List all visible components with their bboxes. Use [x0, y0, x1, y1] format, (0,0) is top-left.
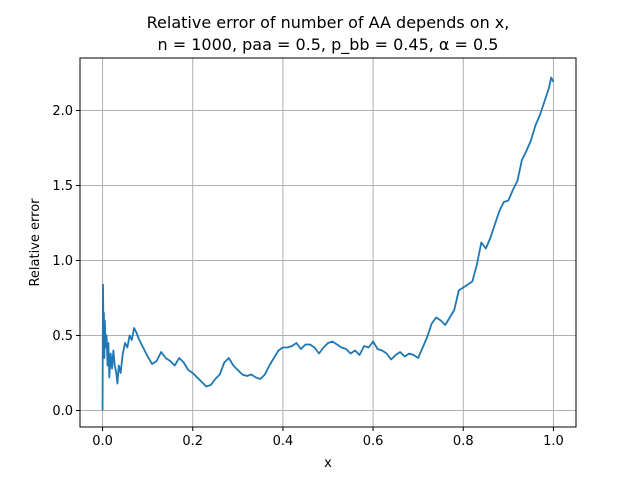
x-tick-label: 0.4 [273, 434, 294, 449]
x-tick-label: 0.0 [92, 434, 113, 449]
axis-ticks: 0.0 0.2 0.4 0.6 0.8 1.0 0.0 0.5 1.0 1.5 2.0 [52, 104, 563, 449]
x-tick-label: 0.6 [363, 434, 384, 449]
grid-lines [80, 58, 576, 427]
x-tick-label: 0.2 [182, 434, 203, 449]
chart-title-line-1: Relative error of number of AA depends o… [147, 13, 510, 32]
x-tick-label: 1.0 [543, 434, 564, 449]
series-line [101, 76, 555, 411]
x-axis-label: x [324, 456, 332, 471]
y-tick-label: 0.5 [52, 329, 73, 344]
x-tick-label: 0.8 [453, 434, 474, 449]
chart-title-line-2: n = 1000, paa = 0.5, p_bb = 0.45, α = 0.… [158, 35, 499, 55]
y-tick-label: 0.0 [52, 404, 73, 419]
plot-frame [79, 57, 577, 428]
y-tick-label: 2.0 [52, 104, 73, 119]
y-tick-label: 1.5 [52, 179, 73, 194]
y-axis-label: Relative error [28, 198, 43, 287]
y-tick-label: 1.0 [52, 254, 73, 269]
